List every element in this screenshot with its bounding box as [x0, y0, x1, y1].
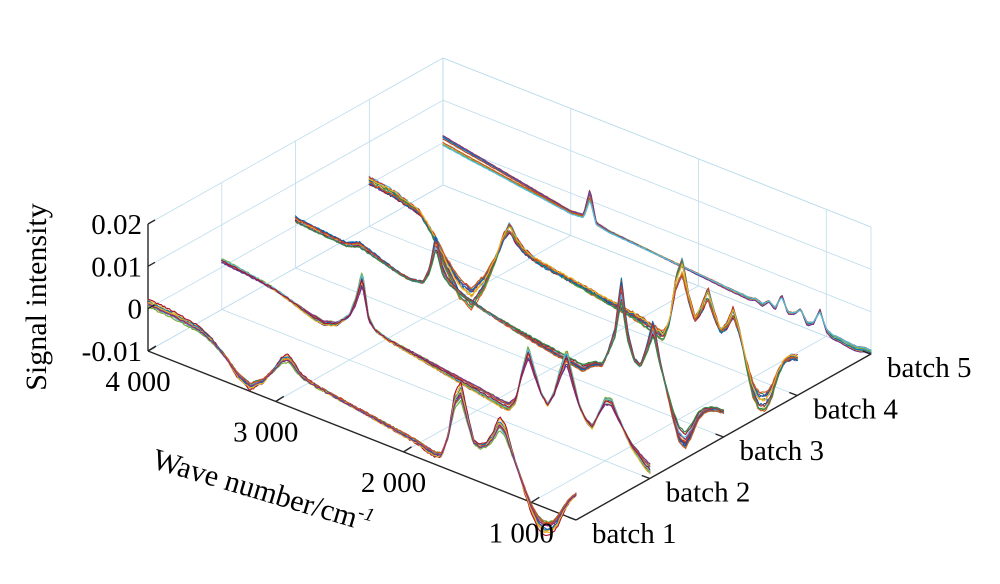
- z-tick-label-0: 0.02: [91, 209, 142, 241]
- batch-tick-label-3: batch 4: [813, 394, 898, 426]
- y-axis-label: Signal intensity: [20, 203, 53, 391]
- z-tick-1: [147, 261, 156, 267]
- x-tick-2: [403, 446, 412, 453]
- spectrum-batch-5-13: [442, 144, 872, 351]
- grid-wall-z-1: [442, 99, 872, 270]
- x-axis-label: Wave number/cm-1: [149, 442, 377, 539]
- grid-wall-z-3: [442, 184, 872, 355]
- batch-tick-label-0: batch 1: [592, 518, 677, 550]
- z-tick-label-2: 0: [128, 294, 143, 326]
- spectrum-batch-4-13: [368, 178, 798, 402]
- z-tick-label-3: -0.01: [82, 336, 142, 368]
- series-batch-5: [442, 135, 872, 355]
- spectrum-batch-3-13: [294, 221, 725, 433]
- grid-floor-b-1: [221, 309, 650, 479]
- series-batch-3: [294, 215, 725, 450]
- batch-tick-4: [862, 350, 872, 355]
- x-tick-3: [530, 496, 540, 503]
- batch-tick-2: [715, 433, 724, 438]
- grid-leftwall-z-0: [147, 57, 444, 225]
- batch-tick-3: [789, 391, 798, 397]
- x-tick-0: [147, 345, 157, 352]
- x-tick-label-3: 1 000: [489, 517, 554, 549]
- grid-leftwall-z-3: [147, 184, 444, 352]
- grid-wall-top: [442, 57, 872, 228]
- spectrum-batch-2-13: [221, 259, 651, 470]
- batch-tick-1: [641, 474, 651, 480]
- x-axis-label-main: Wave number/cm: [149, 443, 361, 535]
- z-tick-2: [147, 304, 156, 310]
- spectrum-batch-1-6: [147, 298, 577, 537]
- x-tick-label-0: 4 000: [105, 366, 170, 398]
- z-tick-label-1: 0.01: [91, 251, 142, 283]
- x-tick-1: [275, 395, 285, 402]
- series-layer: [147, 135, 872, 537]
- batch-tick-label-2: batch 3: [740, 435, 825, 467]
- batch-tick-label-4: batch 5: [887, 352, 972, 384]
- spectrum-batch-1-13: [147, 303, 577, 527]
- x-axis-label-superscript: -1: [356, 502, 377, 527]
- spectrum-batch-3-12: [294, 217, 725, 443]
- grid-leftwall-z-2: [147, 142, 444, 310]
- x-tick-label-1: 3 000: [233, 416, 298, 448]
- batch-tick-label-1: batch 2: [666, 477, 751, 509]
- series-batch-4: [368, 175, 798, 412]
- x-axis-line: [147, 350, 577, 521]
- batch-tick-0: [567, 516, 577, 521]
- ticks-layer: 0.02 0.01 0 -0.014 000 3 000 2 000 1 000 batch …: [82, 209, 972, 550]
- series-batch-2: [221, 258, 651, 474]
- series-batch-1: [147, 298, 577, 537]
- z-tick-0: [147, 219, 156, 225]
- grid-floor-b-2: [295, 267, 724, 438]
- x-tick-label-2: 2 000: [361, 467, 426, 499]
- grid-leftwall-z-1: [147, 99, 444, 267]
- grid-wall-z-2: [442, 142, 872, 313]
